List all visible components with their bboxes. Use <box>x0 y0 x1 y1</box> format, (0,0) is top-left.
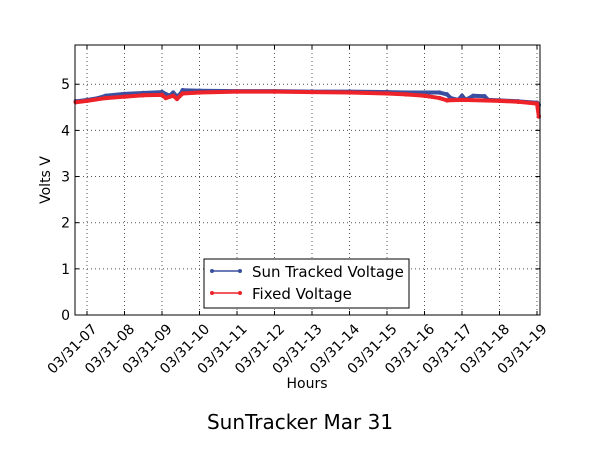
data-point <box>141 93 146 98</box>
data-point <box>422 93 427 98</box>
data-point <box>309 89 315 95</box>
data-point <box>122 94 127 99</box>
data-point <box>497 98 502 104</box>
data-point <box>403 92 408 97</box>
data-point <box>180 88 185 93</box>
data-point <box>174 96 180 102</box>
data-point <box>459 93 465 98</box>
data-point <box>234 89 240 94</box>
data-point <box>103 95 108 101</box>
data-point <box>171 93 176 98</box>
data-point <box>73 100 78 105</box>
y-tick-label: 0 <box>61 308 70 324</box>
data-point <box>159 92 165 98</box>
legend-marker <box>210 269 214 273</box>
y-axis-label: Volts V <box>38 156 54 204</box>
data-point <box>180 91 185 96</box>
data-point <box>163 95 168 101</box>
data-point <box>171 90 176 95</box>
data-point <box>437 90 442 95</box>
plot-frame <box>74 44 541 316</box>
y-tick-label: 4 <box>61 123 70 139</box>
y-tick-label: 3 <box>61 170 70 186</box>
legend: Sun Tracked Voltage Fixed Voltage <box>203 258 410 309</box>
legend-box <box>203 258 410 309</box>
data-point <box>272 89 277 94</box>
data-point <box>516 99 521 104</box>
chart-title: SunTracker Mar 31 <box>207 410 393 434</box>
data-point <box>444 98 450 103</box>
data-point <box>471 93 476 98</box>
data-point <box>444 92 450 97</box>
data-point <box>482 94 487 99</box>
series-fixed <box>73 89 542 119</box>
legend-marker <box>238 269 242 273</box>
data-point <box>534 101 540 106</box>
data-point <box>459 97 465 103</box>
legend-label-sun-tracked: Sun Tracked Voltage <box>252 263 404 281</box>
data-point <box>384 91 390 96</box>
data-point <box>347 90 352 95</box>
data-point <box>437 95 442 101</box>
x-axis-label: Hours <box>286 376 327 392</box>
data-point <box>84 98 90 104</box>
data-point <box>197 90 202 95</box>
y-tick-label: 2 <box>61 216 70 232</box>
legend-label-fixed: Fixed Voltage <box>252 285 352 303</box>
y-tick-label: 1 <box>61 262 70 278</box>
legend-marker <box>238 291 242 295</box>
y-tick-label: 5 <box>61 77 70 93</box>
data-point <box>422 90 427 95</box>
legend-marker <box>210 291 214 295</box>
